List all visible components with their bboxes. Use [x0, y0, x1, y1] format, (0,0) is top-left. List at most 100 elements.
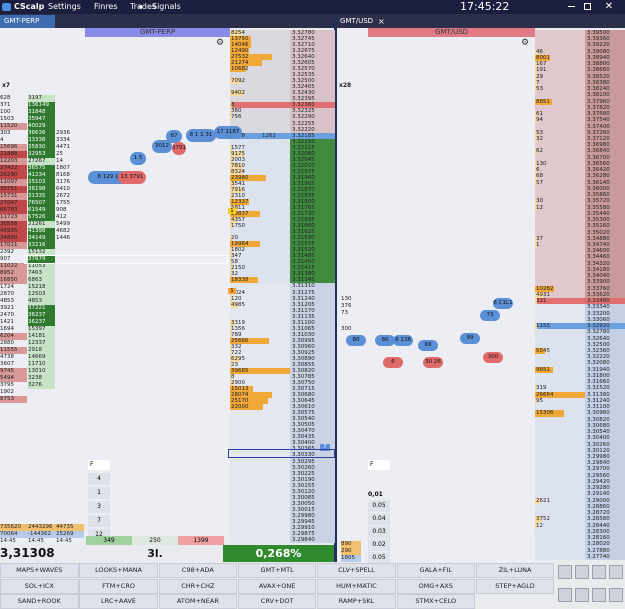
price-cell: 3.36700 — [585, 154, 625, 162]
cluster-cell: 3607 — [0, 361, 14, 367]
ladder-row — [535, 148, 585, 155]
volume-label: 7810 — [231, 162, 245, 169]
pair-button[interactable]: C98+ADA — [158, 563, 238, 578]
volume-bar — [230, 235, 232, 242]
filter[interactable]: F — [368, 460, 390, 470]
menu-arrow[interactable]: ◂ — [138, 2, 143, 11]
window-min[interactable] — [568, 6, 575, 7]
pair-button[interactable]: OMG+AXS — [396, 578, 475, 594]
volume-label: 30 — [536, 198, 543, 205]
pair-button[interactable]: CHR+CHZ — [158, 578, 238, 594]
volume-bar — [230, 114, 232, 121]
volume-bar — [230, 386, 253, 393]
price-cell: 3.30750 — [290, 380, 335, 387]
size-button[interactable]: 0.05 — [368, 552, 390, 564]
cluster-cell: 3334 — [56, 137, 70, 143]
tool-icon[interactable] — [575, 565, 589, 579]
pair-button[interactable]: ATOM+NEAR — [158, 594, 238, 609]
pair-button[interactable]: SOL+ICX — [0, 578, 79, 594]
tab-close[interactable]: × — [378, 17, 385, 26]
pair-button[interactable]: CLV+SPELL — [317, 563, 396, 578]
price-cell: 3.31520 — [585, 385, 625, 392]
ladder-row — [535, 92, 585, 99]
stat: 14:45 — [56, 538, 72, 544]
tool-icon[interactable] — [558, 588, 572, 602]
side-label: 376 — [341, 303, 352, 309]
ladder-row — [230, 494, 290, 502]
pair-button[interactable]: GMT+MTL — [237, 563, 317, 578]
pair-button[interactable]: CRV+DOT — [237, 594, 317, 609]
price-cursor — [228, 449, 335, 458]
volume-bar — [535, 173, 537, 180]
size-button[interactable]: 0.04 — [368, 513, 390, 525]
menu-item[interactable]: Settings — [48, 2, 81, 11]
menu-item[interactable]: Finres — [94, 2, 118, 11]
pair-button[interactable]: ZIL+LUNA — [475, 563, 555, 578]
pair-button[interactable]: HUM+MATIC — [317, 578, 396, 594]
side-label: 290 — [341, 548, 361, 555]
price-cell: 3.34460 — [585, 254, 625, 261]
trade-bubble: 3012 — [152, 140, 172, 153]
settings-gear[interactable]: ⚙ — [216, 38, 225, 48]
tool-icon[interactable] — [592, 588, 606, 602]
volume-label: 26664 — [536, 391, 554, 398]
size-button[interactable]: 7 — [88, 515, 110, 527]
volume-bar — [230, 253, 232, 260]
tab[interactable]: GMT-PERP — [0, 15, 55, 28]
menu-item[interactable]: Trades — [130, 2, 157, 11]
ladder-row — [535, 248, 585, 255]
volume-label: 53 — [536, 86, 543, 93]
tool-icon[interactable] — [575, 588, 589, 602]
price-cell: 3.32010 — [290, 162, 335, 170]
price-cell: 3.29140 — [585, 491, 625, 498]
menu-signals[interactable]: Signals — [152, 2, 181, 11]
pair-button[interactable]: LRC+AAVE — [79, 594, 158, 609]
price-cell: 3.30120 — [290, 488, 335, 495]
window-max[interactable] — [584, 3, 591, 10]
price-cell: 3.28160 — [585, 535, 625, 542]
tool-icon[interactable] — [609, 588, 623, 602]
volume-label: 7916 — [231, 186, 245, 193]
volume-label: 23 — [231, 361, 238, 368]
size-button[interactable]: 1 — [88, 487, 110, 499]
size-button[interactable]: 0.03 — [368, 526, 390, 538]
pair-button[interactable]: SAND+ROOK — [0, 594, 79, 609]
price-cell: 3.31485 — [290, 253, 335, 260]
size-button[interactable]: 0.02 — [368, 539, 390, 551]
pair-button[interactable]: RAMP+SKL — [317, 594, 396, 609]
ladder-row — [535, 491, 585, 498]
price-cell: 3.30540 — [585, 429, 625, 436]
window-close[interactable]: ✕ — [604, 1, 614, 12]
ladder-row — [230, 458, 290, 465]
settings-gear[interactable]: ⚙ — [521, 38, 530, 48]
pair-button[interactable]: AVAX+ONE — [237, 578, 317, 594]
tool-icon[interactable] — [609, 565, 623, 579]
volume-bar — [535, 516, 543, 523]
tool-icon[interactable] — [592, 565, 606, 579]
price-cell: 3.30470 — [290, 428, 335, 435]
pair-button[interactable]: MAPS+WAVES — [0, 563, 79, 578]
instrument-header: GMT/USD — [368, 28, 535, 37]
ladder-row — [535, 123, 585, 131]
price-cell: 3.30050 — [290, 500, 335, 508]
filter[interactable]: F — [88, 460, 110, 470]
ladder-row — [230, 162, 290, 170]
tool-icon[interactable] — [558, 565, 572, 579]
size-button[interactable]: 4 — [88, 473, 110, 485]
ladder-row — [230, 48, 290, 55]
volume-bar — [535, 348, 546, 355]
size-button[interactable]: 0.05 — [368, 500, 390, 512]
price-cell: 3.28020 — [585, 541, 625, 548]
pair-button[interactable]: STEP+AGLD — [475, 578, 555, 594]
tab[interactable]: GMT/USD — [340, 17, 374, 25]
pair-button[interactable]: FTM+CRO — [79, 578, 158, 594]
volume-label: 2900 — [231, 380, 245, 387]
cluster-cell: 4 — [0, 137, 4, 143]
size-button[interactable]: 3 — [88, 501, 110, 513]
pair-button[interactable]: LOOKS+MANA — [79, 563, 158, 578]
price-cell: 3.30715 — [290, 386, 335, 393]
cluster-cell: 15132 — [28, 249, 55, 256]
pair-button[interactable]: GALA+FIL — [396, 563, 475, 578]
pair-button[interactable]: STMX+CELO — [396, 594, 475, 609]
ladder-row — [535, 522, 585, 530]
